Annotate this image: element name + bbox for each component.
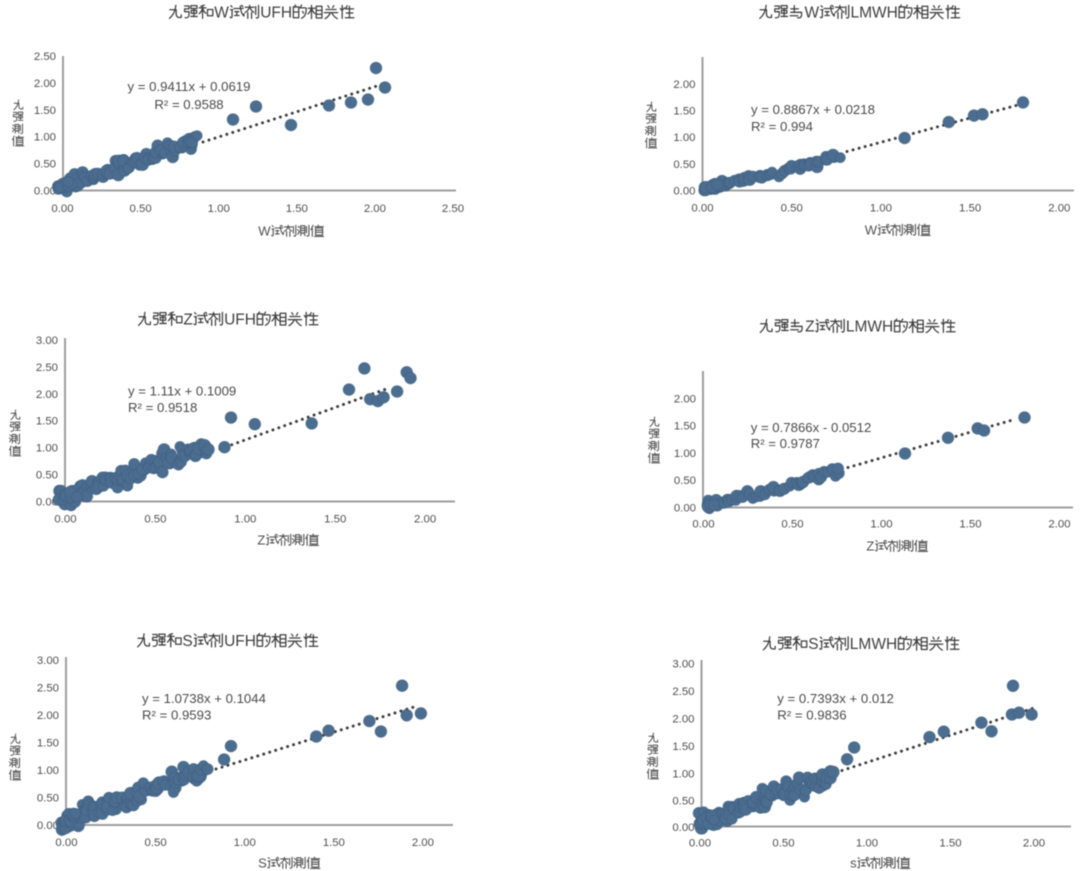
svg-text:0.00: 0.00	[672, 822, 694, 834]
svg-text:1.00: 1.00	[674, 448, 696, 460]
svg-text:W: W	[805, 5, 820, 22]
svg-text:1.00: 1.00	[672, 768, 694, 780]
svg-text:W: W	[865, 223, 878, 238]
svg-text:0.50: 0.50	[672, 796, 694, 808]
svg-text:1.50: 1.50	[959, 518, 981, 530]
svg-text:0.50: 0.50	[674, 475, 696, 487]
svg-text:Z: Z	[257, 533, 265, 548]
svg-text:0.00: 0.00	[55, 837, 77, 849]
svg-text:LMWH: LMWH	[850, 636, 897, 653]
svg-text:S: S	[808, 636, 818, 653]
svg-text:R² = 0.9593: R² = 0.9593	[142, 708, 211, 723]
svg-text:y = 0.8867x + 0.0218: y = 0.8867x + 0.0218	[751, 102, 875, 117]
svg-text:2.00: 2.00	[412, 837, 434, 849]
svg-text:0.50: 0.50	[130, 203, 152, 215]
svg-text:UFH: UFH	[224, 633, 256, 650]
svg-text:0.00: 0.00	[34, 185, 56, 197]
svg-text:1.50: 1.50	[34, 105, 56, 117]
svg-text:LMWH: LMWH	[846, 319, 893, 336]
svg-text:0.00: 0.00	[37, 820, 59, 832]
svg-text:0.00: 0.00	[54, 513, 76, 525]
svg-text:R² = 0.9836: R² = 0.9836	[777, 708, 846, 723]
svg-text:1.50: 1.50	[673, 106, 695, 118]
svg-text:LMWH: LMWH	[851, 5, 898, 22]
svg-text:1.50: 1.50	[37, 737, 59, 749]
svg-text:1.00: 1.00	[870, 202, 892, 214]
svg-text:1.00: 1.00	[673, 132, 695, 144]
svg-text:0.50: 0.50	[144, 513, 166, 525]
svg-text:2.50: 2.50	[442, 203, 464, 215]
svg-text:0.50: 0.50	[673, 159, 695, 171]
svg-text:2.00: 2.00	[1048, 202, 1070, 214]
svg-text:1.00: 1.00	[34, 132, 56, 144]
svg-text:S: S	[182, 633, 192, 650]
svg-text:y = 0.7393x + 0.012: y = 0.7393x + 0.012	[777, 691, 894, 706]
svg-text:Z: Z	[866, 539, 874, 554]
svg-text:2.50: 2.50	[34, 51, 56, 63]
svg-text:2.00: 2.00	[1048, 518, 1070, 530]
svg-text:1.50: 1.50	[36, 416, 58, 428]
svg-text:0.00: 0.00	[691, 202, 713, 214]
svg-text:1.00: 1.00	[870, 518, 892, 530]
svg-text:Z: Z	[183, 312, 192, 329]
svg-text:2.00: 2.00	[34, 78, 56, 90]
svg-text:1.50: 1.50	[286, 203, 308, 215]
svg-text:y = 0.9411x + 0.0619: y = 0.9411x + 0.0619	[128, 79, 251, 94]
svg-text:1.50: 1.50	[323, 837, 345, 849]
svg-text:1.00: 1.00	[856, 837, 878, 849]
svg-text:0.50: 0.50	[145, 837, 167, 849]
svg-text:S: S	[258, 856, 267, 871]
svg-text:1.50: 1.50	[674, 421, 696, 433]
svg-text:2.00: 2.00	[364, 203, 386, 215]
svg-text:2.00: 2.00	[37, 710, 59, 722]
svg-text:2.00: 2.00	[36, 389, 58, 401]
svg-text:1.50: 1.50	[324, 513, 346, 525]
svg-text:2.00: 2.00	[672, 713, 694, 725]
svg-text:R² = 0.9518: R² = 0.9518	[128, 400, 197, 415]
svg-text:0.50: 0.50	[781, 518, 803, 530]
svg-text:0.00: 0.00	[51, 203, 73, 215]
svg-text:1.50: 1.50	[672, 741, 694, 753]
svg-text:0.50: 0.50	[34, 159, 56, 171]
svg-text:0.50: 0.50	[36, 470, 58, 482]
svg-text:0.00: 0.00	[36, 496, 58, 508]
svg-text:UFH: UFH	[224, 312, 256, 329]
svg-text:1.00: 1.00	[37, 765, 59, 777]
svg-text:2.50: 2.50	[36, 362, 58, 374]
svg-text:0.50: 0.50	[781, 202, 803, 214]
svg-text:1.50: 1.50	[959, 202, 981, 214]
svg-text:2.50: 2.50	[672, 686, 694, 698]
svg-text:0.50: 0.50	[772, 837, 794, 849]
svg-text:2.00: 2.00	[1023, 837, 1045, 849]
svg-text:W: W	[258, 224, 271, 239]
svg-text:0.50: 0.50	[37, 792, 59, 804]
svg-text:y = 0.7866x - 0.0512: y = 0.7866x - 0.0512	[751, 420, 872, 435]
svg-text:2.00: 2.00	[673, 79, 695, 91]
svg-text:W: W	[214, 5, 229, 22]
svg-text:3.00: 3.00	[672, 659, 694, 671]
svg-text:1.00: 1.00	[36, 443, 58, 455]
svg-text:y = 1.0738x + 0.1044: y = 1.0738x + 0.1044	[142, 691, 266, 706]
svg-text:Z: Z	[805, 319, 814, 336]
svg-text:2.00: 2.00	[414, 513, 436, 525]
svg-text:2.00: 2.00	[674, 393, 696, 405]
svg-text:R² = 0.9588: R² = 0.9588	[154, 97, 223, 112]
svg-text:1.00: 1.00	[208, 203, 230, 215]
svg-text:0.00: 0.00	[689, 837, 711, 849]
svg-text:R² = 0.994: R² = 0.994	[751, 119, 813, 134]
svg-text:y = 1.11x + 0.1009: y = 1.11x + 0.1009	[128, 383, 236, 398]
svg-text:0.00: 0.00	[674, 502, 696, 514]
svg-text:R² = 0.9787: R² = 0.9787	[751, 436, 820, 451]
svg-text:UFH: UFH	[260, 5, 292, 22]
svg-text:1.50: 1.50	[939, 837, 961, 849]
svg-text:1.00: 1.00	[234, 837, 256, 849]
svg-text:2.50: 2.50	[37, 682, 59, 694]
svg-text:0.00: 0.00	[673, 185, 695, 197]
svg-text:s: s	[850, 856, 857, 871]
svg-text:1.00: 1.00	[234, 513, 256, 525]
svg-text:0.00: 0.00	[692, 518, 714, 530]
svg-text:3.00: 3.00	[36, 335, 58, 347]
svg-text:3.00: 3.00	[37, 655, 59, 667]
